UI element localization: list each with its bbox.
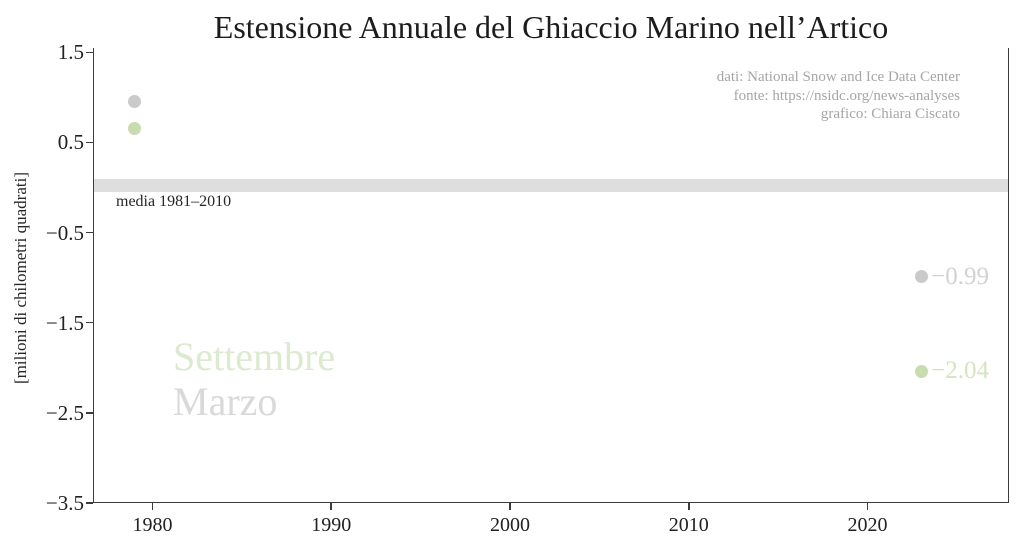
y-tick-mark-−0.5 <box>85 231 93 234</box>
y-tick-mark-0.5 <box>85 141 93 144</box>
y-tick-label-−1.5: −1.5 <box>45 310 84 335</box>
x-tick-mark-1990 <box>330 503 332 510</box>
y-tick-mark-1.5 <box>85 51 93 54</box>
point-marzo-1979 <box>128 95 142 109</box>
y-axis-label: [milioni di chilometri quadrati] <box>11 172 30 384</box>
x-tick-mark-1980 <box>151 503 154 510</box>
y-tick-label-−3.5: −3.5 <box>45 491 84 515</box>
y-tick-mark-−1.5 <box>85 321 93 324</box>
y-tick-label-−0.5: −0.5 <box>45 220 84 245</box>
chart-title: Estensione Annuale del Ghiaccio Marino n… <box>213 9 889 45</box>
point-label-settembre-2023: −2.04 <box>931 357 989 385</box>
credits-line-data: dati: National Snow and Ice Data Center <box>716 69 960 85</box>
plot-area: media 1981–2010 dati: National Snow and … <box>46 40 1009 536</box>
point-settembre-1979 <box>128 122 142 136</box>
x-tick-mark-2000 <box>509 503 511 510</box>
x-tick-label-2020: 2020 <box>847 514 888 536</box>
y-tick-label-−2.5: −2.5 <box>45 400 84 425</box>
x-tick-label-1980: 1980 <box>132 514 173 536</box>
legend-watermark-marzo: Marzo <box>173 379 278 424</box>
mean-band-label: media 1981–2010 <box>116 193 232 210</box>
credits-line-source: fonte: https://nsidc.org/news-analyses <box>733 87 960 104</box>
y-tick-mark-−3.5 <box>85 502 93 504</box>
point-settembre-2023 <box>914 364 928 378</box>
y-tick-mark-−2.5 <box>85 412 93 414</box>
legend-watermark-settembre: Settembre <box>173 334 336 379</box>
y-tick-label-1.5: 1.5 <box>57 40 84 65</box>
credits-block: dati: National Snow and Ice Data Center … <box>717 68 960 124</box>
x-tick-label-1990: 1990 <box>311 514 352 536</box>
y-tick-label-0.5: 0.5 <box>57 130 84 155</box>
x-tick-mark-2010 <box>688 503 690 510</box>
point-marzo-2023 <box>914 270 928 284</box>
credits-line-author: grafico: Chiara Ciscato <box>820 106 960 122</box>
x-tick-mark-2020 <box>866 503 869 510</box>
point-label-marzo-2023: −0.99 <box>931 262 989 290</box>
x-tick-label-2000: 2000 <box>489 514 530 536</box>
x-tick-label-2010: 2010 <box>668 514 709 536</box>
mean-band <box>94 179 1008 193</box>
